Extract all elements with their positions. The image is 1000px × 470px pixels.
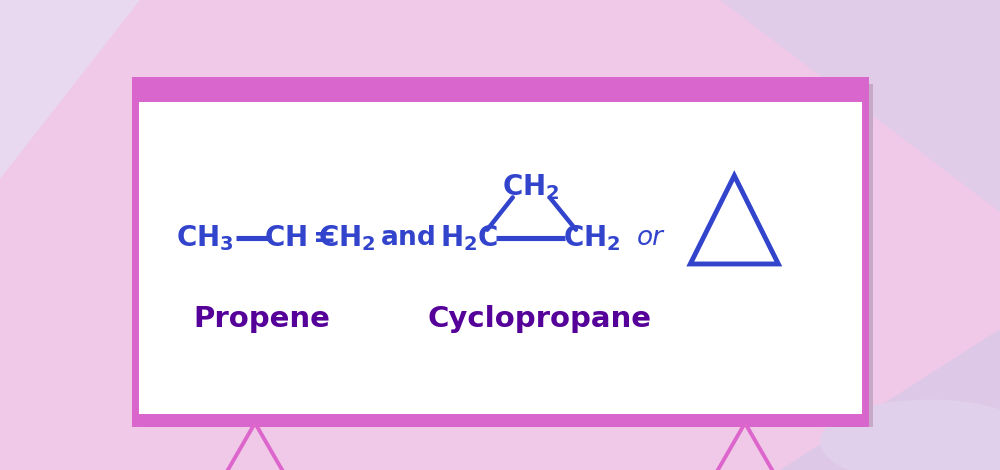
Text: $\mathbf{CH=}$: $\mathbf{CH=}$	[264, 224, 335, 252]
Text: or: or	[637, 225, 664, 251]
Text: $\mathbf{CH_2}$: $\mathbf{CH_2}$	[563, 223, 621, 253]
Text: $\mathbf{and}$: $\mathbf{and}$	[380, 225, 435, 251]
Text: $\mathbf{H_2C}$: $\mathbf{H_2C}$	[440, 223, 498, 253]
Text: $\mathbf{CH_3}$: $\mathbf{CH_3}$	[176, 223, 234, 253]
Text: Cyclopropane: Cyclopropane	[427, 305, 651, 333]
Text: Propene: Propene	[194, 305, 331, 333]
Text: $\mathbf{CH_2}$: $\mathbf{CH_2}$	[318, 223, 376, 253]
Text: $\mathbf{CH_2}$: $\mathbf{CH_2}$	[502, 172, 560, 202]
